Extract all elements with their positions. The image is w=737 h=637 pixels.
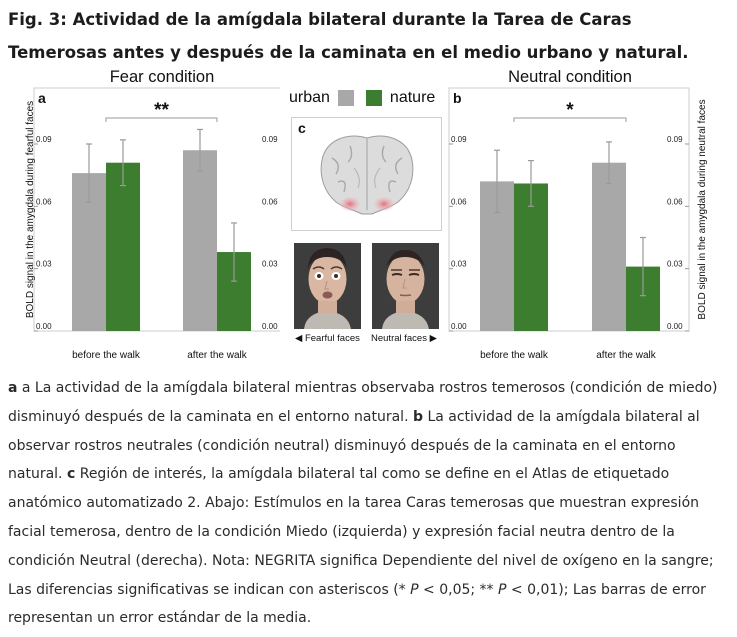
fearful-faces-label: ◀ Fearful faces — [295, 333, 360, 344]
y-tick-label: 0.03 — [451, 260, 467, 269]
neutral-face-icon — [372, 243, 439, 329]
panel-letter: b — [453, 90, 462, 106]
caption-p-1: P — [410, 581, 419, 598]
x-tick-label-0: before the walk — [480, 350, 549, 361]
y-tick-label-right: 0.03 — [667, 260, 683, 269]
panel-letter: a — [38, 90, 46, 106]
figure-caption: a a La actividad de la amígdala bilatera… — [8, 374, 730, 633]
caption-letter-b: b — [412, 408, 423, 425]
legend-nature-swatch — [365, 90, 382, 106]
y-tick-label-right: 0.00 — [262, 322, 278, 331]
y-tick-label-right: 0.06 — [667, 197, 683, 206]
y-tick-label: 0.03 — [36, 260, 52, 269]
legend: urban nature — [289, 88, 435, 108]
legend-urban-label: urban — [289, 89, 330, 106]
significance-bracket — [513, 117, 627, 122]
y-tick-label: 0.09 — [36, 135, 52, 144]
caption-text-b: La actividad de la amígdala bilateral al… — [8, 408, 700, 483]
bar-nature-0 — [106, 162, 140, 331]
figure-title: Fig. 3: Actividad de la amígdala bilater… — [8, 10, 689, 62]
significance-stars: ** — [154, 100, 169, 121]
caption-text-c: Región de interés, la amígdala bilateral… — [8, 466, 714, 598]
plot-frame — [33, 87, 280, 332]
bar-urban-1 — [592, 162, 626, 331]
y-axis-label: BOLD signal in the amygdala during fearf… — [25, 101, 36, 318]
plot-frame — [448, 87, 690, 332]
caption-text-end: < 0,01); Las barras de error representan… — [8, 581, 706, 627]
y-tick-label: 0.00 — [451, 322, 467, 331]
panel-b-title: Neutral condition — [508, 68, 632, 86]
significance-bracket — [105, 117, 218, 122]
y-tick-label-right: 0.00 — [667, 322, 683, 331]
caption-letter-a: a — [8, 380, 18, 396]
x-tick-label-1: after the walk — [187, 350, 247, 361]
bar-nature-0 — [514, 183, 548, 331]
neutral-face-image — [372, 243, 439, 329]
caption-p-2: P — [498, 581, 507, 598]
y-tick-label: 0.06 — [36, 197, 52, 206]
chart-neutral-condition: b 0.00 0.00 0.03 0.03 0.06 0.06 0.09 0.09 BOLD si… — [448, 87, 708, 361]
caption-text-mid: < 0,05; ** — [418, 581, 498, 598]
y-tick-label: 0.06 — [451, 197, 467, 206]
legend-nature-label: nature — [389, 89, 436, 106]
panel-c-brain: c — [291, 117, 442, 231]
y-tick-label: 0.00 — [36, 322, 52, 331]
panel-a-title: Fear condition — [109, 68, 215, 86]
bar-urban-1 — [183, 150, 217, 331]
y-tick-label: 0.09 — [451, 135, 467, 144]
x-tick-label-0: before the walk — [72, 350, 141, 361]
y-tick-label-right: 0.09 — [667, 135, 683, 144]
y-tick-label-right: 0.06 — [262, 197, 278, 206]
x-tick-label-1: after the walk — [596, 350, 656, 361]
caption-text-a: a La actividad de la amígdala bilateral … — [8, 380, 718, 425]
fearful-face-icon — [294, 243, 361, 329]
legend-urban-swatch — [337, 90, 354, 106]
y-axis-label: BOLD signal in the amygdala during neutr… — [697, 99, 708, 319]
y-tick-label-right: 0.09 — [262, 135, 278, 144]
neutral-faces-label: Neutral faces ▶ — [371, 333, 437, 344]
y-tick-label-right: 0.03 — [262, 260, 278, 269]
brain-coronal-icon — [320, 135, 414, 215]
caption-letter-c: c — [66, 466, 76, 483]
significance-stars: * — [566, 100, 574, 121]
panel-c-letter: c — [298, 120, 306, 136]
fearful-face-image — [294, 243, 361, 329]
